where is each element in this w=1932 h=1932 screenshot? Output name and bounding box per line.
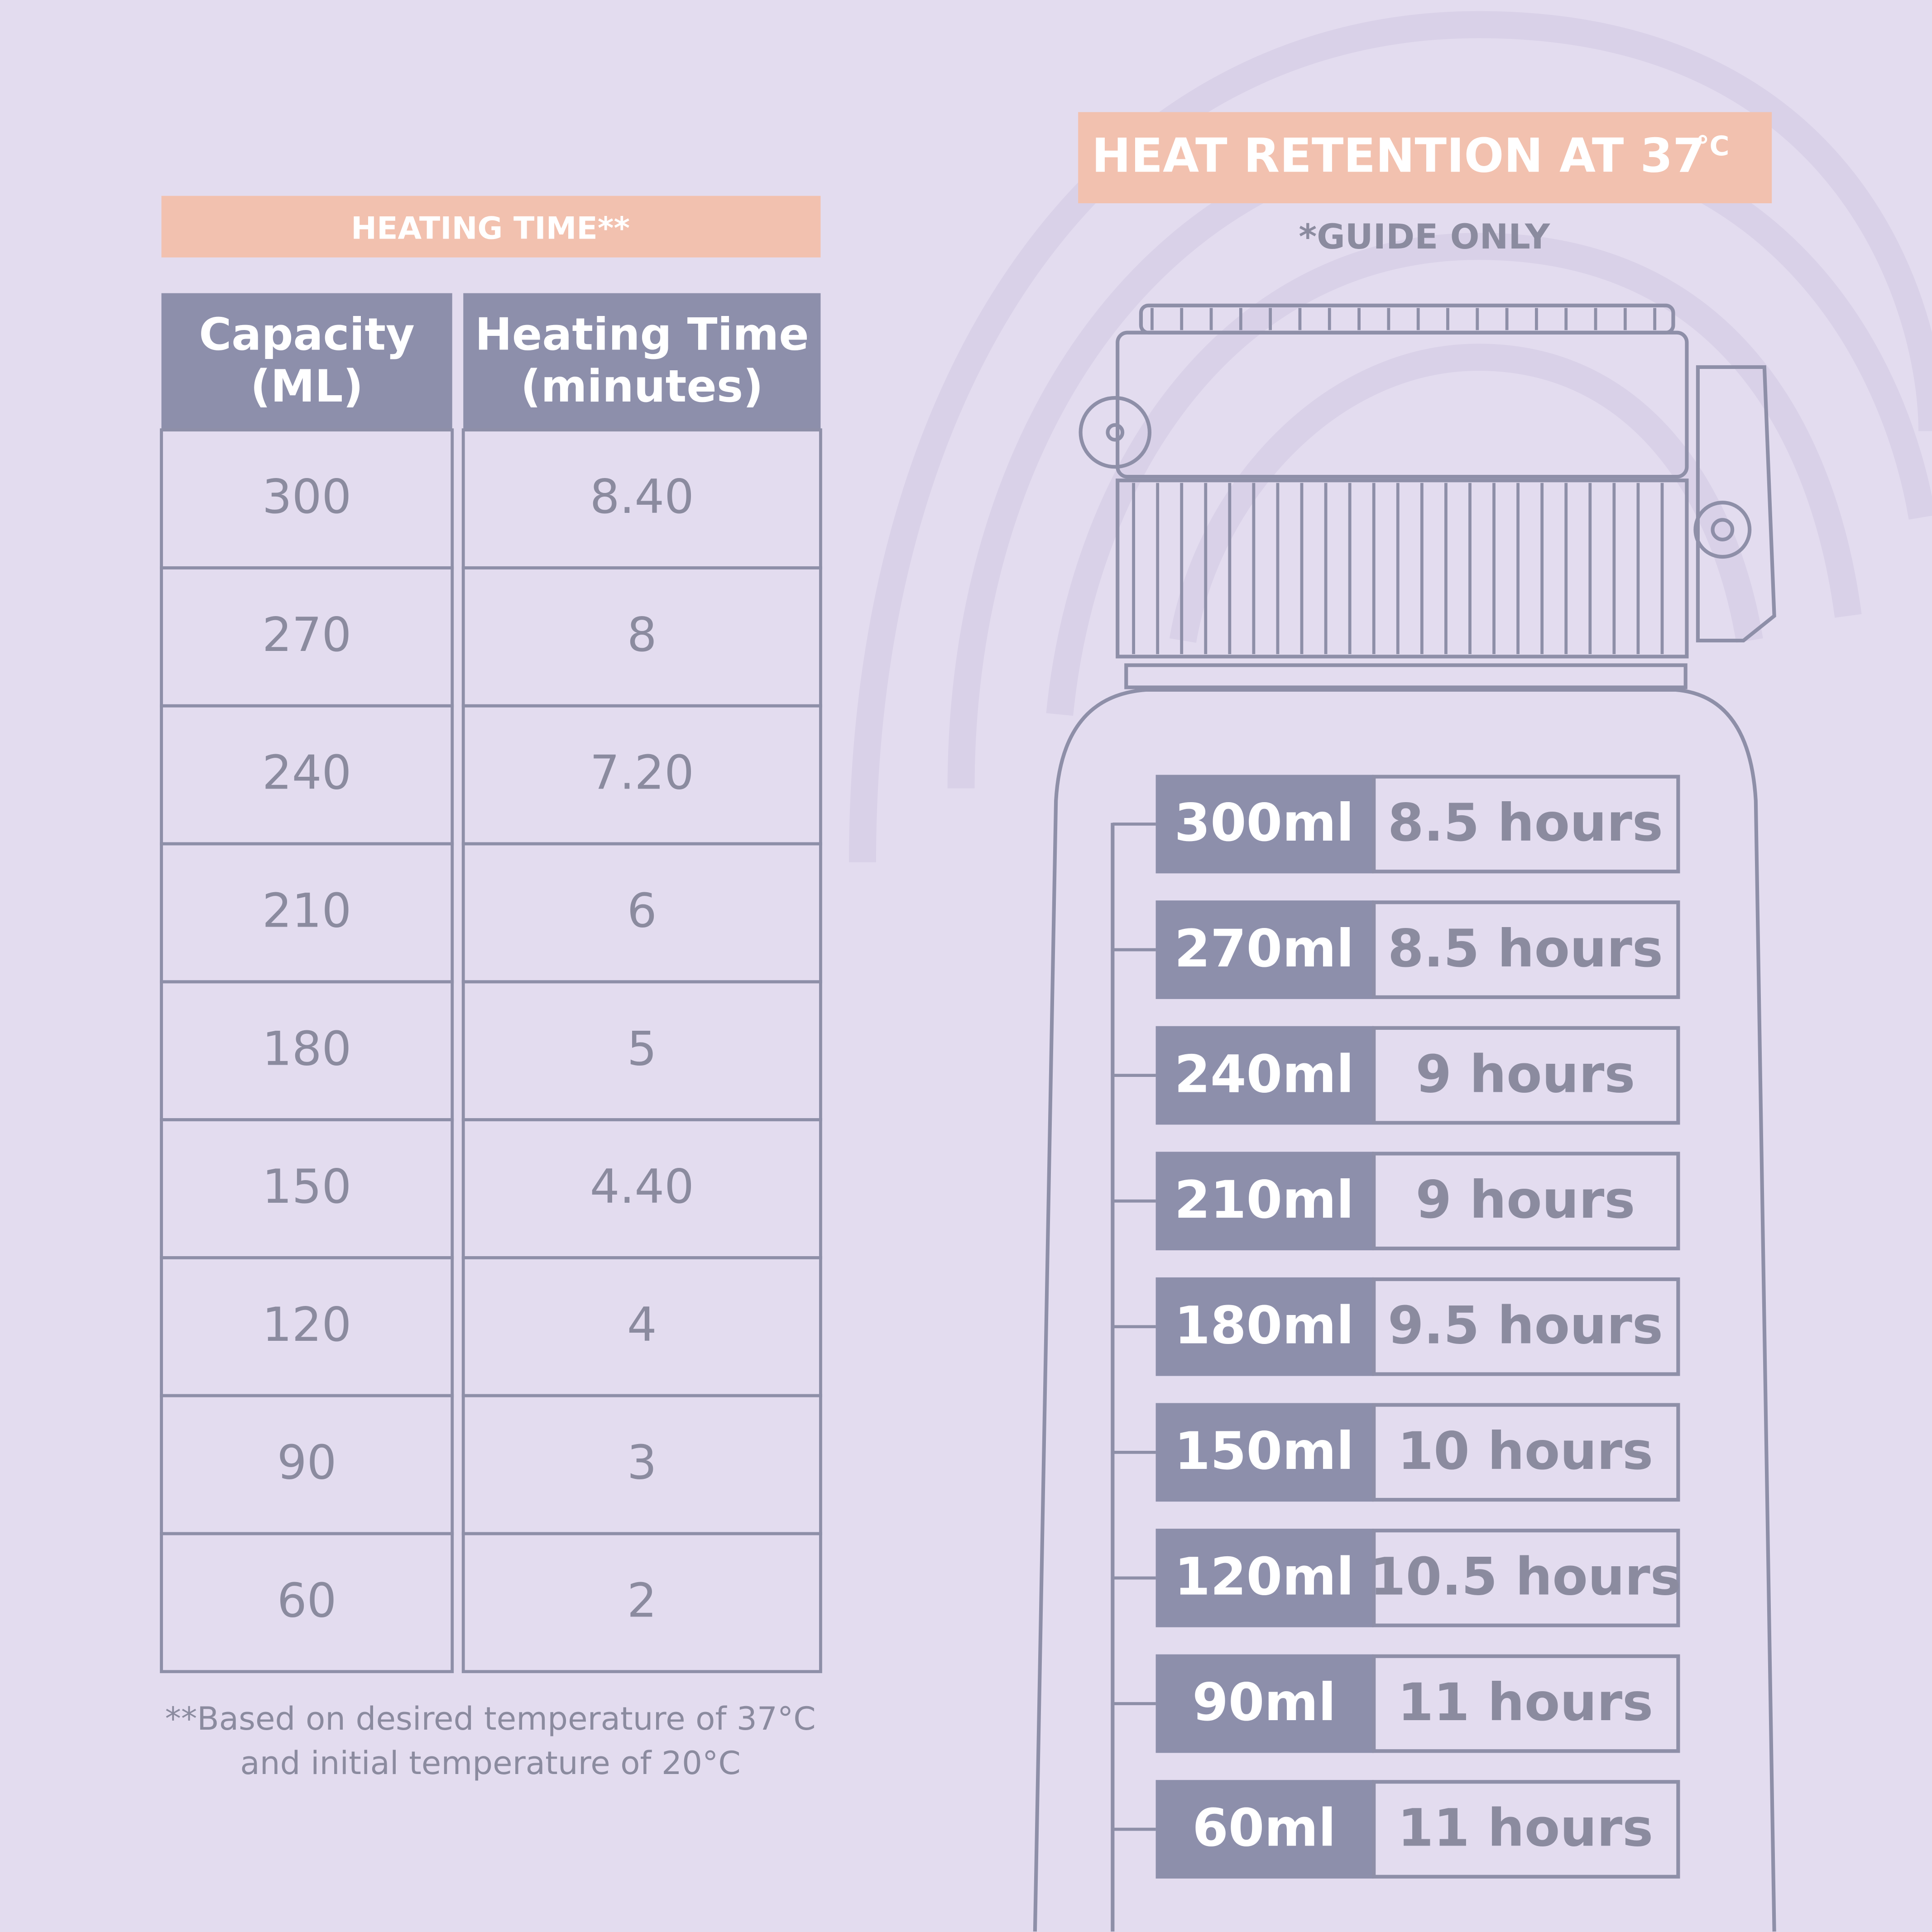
capacity: 270 xyxy=(262,608,351,662)
heating-time: 8 xyxy=(627,608,657,662)
capacity: 150 xyxy=(262,1160,351,1214)
time-cell xyxy=(1372,1152,1680,1251)
capacity: 240ml xyxy=(1175,1044,1354,1104)
capacity-cell xyxy=(1155,1780,1374,1879)
capacity-cell xyxy=(1155,1654,1374,1753)
time-cell xyxy=(1372,1529,1680,1627)
retention-time: 9 hours xyxy=(1415,1044,1635,1104)
heating-time: 8.40 xyxy=(590,470,694,524)
retention-time: 11 hours xyxy=(1398,1798,1653,1858)
retention-time: 9.5 hours xyxy=(1388,1295,1663,1355)
heating-time: 6 xyxy=(627,884,657,938)
header-cell xyxy=(161,293,452,430)
capacity-cell xyxy=(1155,1026,1374,1125)
capacity-cell xyxy=(1155,775,1374,874)
time-cell xyxy=(1372,1403,1680,1502)
table-body: 300 8.40 270 8 240 7.20 210 6 180 5 150 4.40 120 4 90 3… xyxy=(160,428,822,1674)
capacity: 180ml xyxy=(1175,1295,1354,1355)
header-cell xyxy=(463,293,821,430)
heating-time: 3 xyxy=(627,1436,657,1490)
retention-time: 10.5 hours xyxy=(1370,1547,1681,1607)
retention-table: 300ml 8.5 hours 270ml 8.5 hours 240ml 9 hours… xyxy=(1112,775,1681,1879)
capacity: 90 xyxy=(277,1436,337,1490)
retention-time: 9 hours xyxy=(1415,1170,1635,1230)
title-band xyxy=(1078,112,1772,204)
bottle-outline xyxy=(1033,303,1776,1932)
capacity: 270ml xyxy=(1175,918,1354,979)
table-cell xyxy=(160,1532,454,1674)
header-text: Capacity xyxy=(199,309,415,360)
capacity: 300ml xyxy=(1175,793,1354,853)
capacity-cell xyxy=(1155,1152,1374,1251)
footnote: **Based on desired temperature of 37°C xyxy=(165,1700,816,1737)
capacity-cell xyxy=(1155,1529,1374,1627)
cap-ribs xyxy=(1132,308,1664,654)
retention-time: 10 hours xyxy=(1398,1421,1653,1481)
retention-time: 11 hours xyxy=(1398,1672,1653,1732)
capacity: 210ml xyxy=(1175,1170,1354,1230)
time-cell xyxy=(1372,1026,1680,1125)
capacity: 180 xyxy=(262,1022,351,1076)
footnote: and initial temperature of 20°C xyxy=(240,1744,740,1782)
heating-time: 7.20 xyxy=(590,746,694,800)
capacity-cell xyxy=(1155,900,1374,999)
capacity: 90ml xyxy=(1192,1672,1336,1732)
time-cell xyxy=(1372,900,1680,999)
heating-time: 4 xyxy=(627,1298,657,1352)
time-cell xyxy=(1372,1277,1680,1376)
header-text: (minutes) xyxy=(521,361,763,412)
capacity-cell xyxy=(1155,1403,1374,1502)
capacity: 210 xyxy=(262,884,351,938)
time-cell xyxy=(1372,775,1680,874)
table-title: HEATING TIME** xyxy=(351,210,630,246)
capacity: 120 xyxy=(262,1298,351,1352)
subtitle: *GUIDE ONLY xyxy=(1299,216,1550,257)
header-text: Heating Time xyxy=(475,309,809,360)
capacity-cell xyxy=(1155,1277,1374,1376)
capacity: 240 xyxy=(262,746,351,800)
capacity: 60 xyxy=(277,1573,337,1628)
time-cell xyxy=(1372,1654,1680,1753)
table-cell xyxy=(461,1532,822,1674)
retention-title-unit: °C xyxy=(1696,130,1730,162)
title-band xyxy=(161,196,821,258)
heating-time: 4.40 xyxy=(590,1160,694,1214)
capacity: 60ml xyxy=(1192,1798,1336,1858)
capacity: 150ml xyxy=(1175,1421,1354,1481)
heating-time: 2 xyxy=(627,1573,657,1628)
heating-time: 5 xyxy=(627,1022,657,1076)
retention-time: 8.5 hours xyxy=(1388,918,1663,979)
capacity: 300 xyxy=(262,470,351,524)
time-cell xyxy=(1372,1780,1680,1879)
capacity: 120ml xyxy=(1175,1547,1354,1607)
retention-title: HEAT RETENTION AT 37 xyxy=(1092,129,1705,183)
header-text: (ML) xyxy=(250,361,363,412)
retention-time: 8.5 hours xyxy=(1388,793,1663,853)
